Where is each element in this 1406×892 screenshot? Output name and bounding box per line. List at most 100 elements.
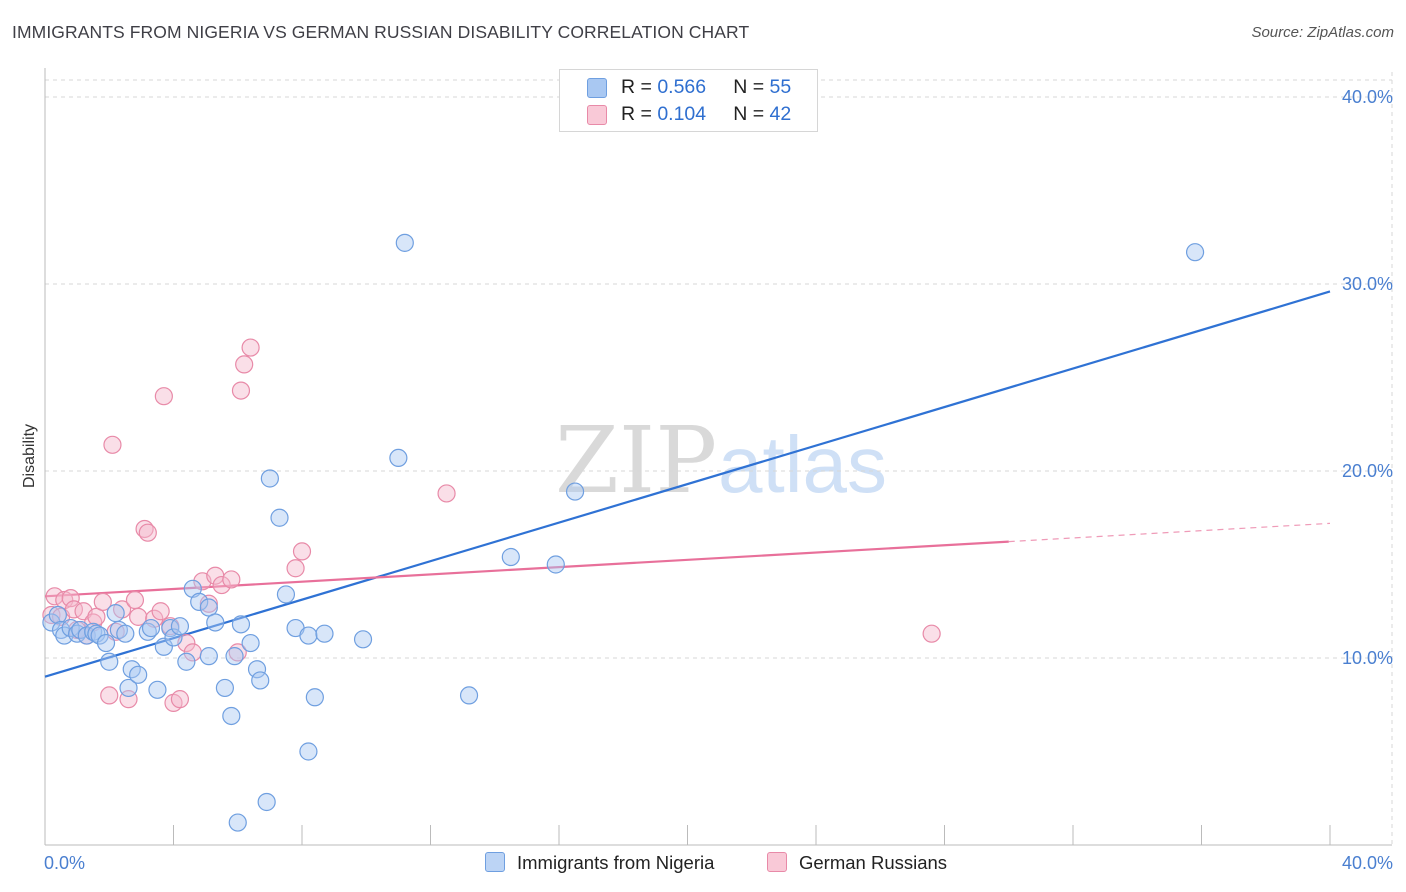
axes (44, 68, 1392, 846)
german-russian-point-37 (231, 381, 251, 400)
nigeria-point-25 (170, 617, 190, 636)
x-tick-label-min: 0.0% (44, 853, 85, 873)
german-russian-point-21 (151, 602, 170, 621)
nigeria-point-45 (315, 624, 334, 643)
r-label: R = (621, 76, 652, 98)
legend-swatch-pink (587, 105, 607, 125)
n-value-german-russians: 42 (769, 103, 792, 125)
nigeria-point-12 (100, 652, 119, 671)
bottom-legend-label-nigeria: Immigrants from Nigeria (517, 852, 715, 873)
nigeria-point-24 (164, 628, 183, 647)
r-value-german-russians: 0.104 (657, 103, 707, 125)
german-russian-point-12 (100, 686, 119, 705)
german-russian-point-11 (93, 592, 112, 612)
nigeria-point-22 (154, 637, 173, 656)
nigeria-point-55 (228, 813, 247, 832)
german-russian-point-36 (154, 387, 173, 406)
nigeria-point-1 (48, 605, 67, 625)
nigeria-point-51 (501, 547, 520, 567)
nigeria-trend-line (44, 290, 1331, 678)
bottom-legend-label-german-russians: German Russians (799, 852, 948, 873)
nigeria-point-36 (241, 633, 260, 653)
y-tick-label: 40.0% (1342, 87, 1393, 107)
nigeria-point-13 (106, 604, 125, 623)
zipatlas-watermark: ZIP atlas (555, 407, 887, 514)
bottom-legend-german-russians: German Russians (767, 852, 947, 874)
nigeria-point-33 (222, 706, 241, 726)
bottom-legend-swatch-pink (767, 852, 787, 872)
german-russian-point-30 (212, 575, 231, 595)
german-russian-point-33 (235, 355, 254, 374)
german-russian-point-40 (437, 484, 456, 503)
german-russian-point-3 (55, 590, 74, 610)
bottom-legend-swatch-blue (485, 852, 505, 872)
nigeria-point-9 (87, 624, 106, 643)
source-credit: Source: ZipAtlas.com (1251, 24, 1394, 41)
y-tick-label: 20.0% (1342, 461, 1393, 481)
nigeria-point-0 (42, 613, 61, 632)
nigeria-point-38 (251, 671, 270, 690)
nigeria-point-49 (389, 448, 408, 468)
y-axis-title: Disability (21, 424, 38, 488)
nigeria-point-44 (305, 688, 324, 707)
german-russian-point-35 (103, 435, 122, 454)
tick-labels: 10.0% 20.0% 30.0% 40.0% 0.0% 40.0% Disability (21, 87, 1393, 873)
german-russian-point-1 (45, 587, 64, 606)
n-label: N = (733, 103, 765, 125)
german-russian-point-24 (170, 690, 190, 709)
y-tick-label: 30.0% (1342, 274, 1393, 294)
german-russian-point-31 (222, 570, 241, 589)
correlation-legend: R = 0.566 N = 55 R = 0.104 N = 42 (559, 69, 818, 132)
nigeria-point-11 (96, 633, 116, 653)
german-russian-point-4 (61, 589, 80, 608)
nigeria-point-30 (199, 598, 218, 617)
german-russian-point-16 (125, 590, 145, 610)
nigeria-point-52 (546, 555, 565, 574)
nigeria-point-56 (257, 792, 276, 812)
nigeria-point-40 (270, 508, 289, 527)
nigeria-point-10 (90, 626, 109, 645)
german-russian-point-39 (292, 542, 312, 561)
nigeria-point-28 (190, 592, 209, 612)
nigeria-point-15 (116, 624, 135, 643)
nigeria-point-43 (299, 626, 318, 645)
bottom-legend-nigeria: Immigrants from Nigeria (485, 852, 714, 874)
nigeria-point-16 (119, 678, 138, 698)
n-label: N = (733, 76, 765, 98)
nigeria-point-50 (459, 686, 479, 705)
nigeria-point-26 (177, 652, 196, 671)
y-tick-label: 10.0% (1342, 648, 1393, 668)
chart-title: IMMIGRANTS FROM NIGERIA VS GERMAN RUSSIA… (12, 22, 750, 42)
r-value-nigeria: 0.566 (657, 76, 707, 98)
r-label: R = (621, 103, 652, 125)
nigeria-point-21 (148, 680, 167, 699)
german-russian-point-34 (241, 338, 260, 357)
nigeria-point-35 (231, 615, 251, 634)
watermark-atlas: atlas (718, 420, 887, 509)
nigeria-point-20 (141, 618, 161, 638)
german-russian-point-38 (286, 559, 305, 578)
nigeria-point-29 (199, 647, 218, 666)
nigeria-point-41 (276, 585, 296, 604)
german-russian-trend-line (44, 540, 1009, 598)
nigeria-point-39 (260, 469, 279, 488)
nigeria-point-32 (215, 678, 234, 698)
trend-lines (44, 290, 1331, 678)
nigeria-point-47 (299, 742, 318, 761)
nigeria-point-31 (206, 613, 225, 632)
nigeria-point-46 (353, 630, 373, 649)
german-russian-point-41 (922, 624, 941, 643)
nigeria-point-34 (225, 647, 244, 666)
legend-swatch-blue (587, 78, 607, 98)
german-russian-point-19 (138, 523, 157, 542)
data-points (42, 233, 1205, 832)
nigeria-point-54 (1185, 243, 1205, 262)
x-tick-label-max: 40.0% (1342, 853, 1393, 873)
nigeria-point-37 (247, 660, 267, 679)
nigeria-point-48 (395, 233, 414, 252)
n-value-nigeria: 55 (769, 76, 792, 98)
german-russian-trend-line-extension (1008, 522, 1331, 543)
nigeria-point-27 (183, 579, 202, 598)
german-russian-point-17 (129, 607, 148, 626)
